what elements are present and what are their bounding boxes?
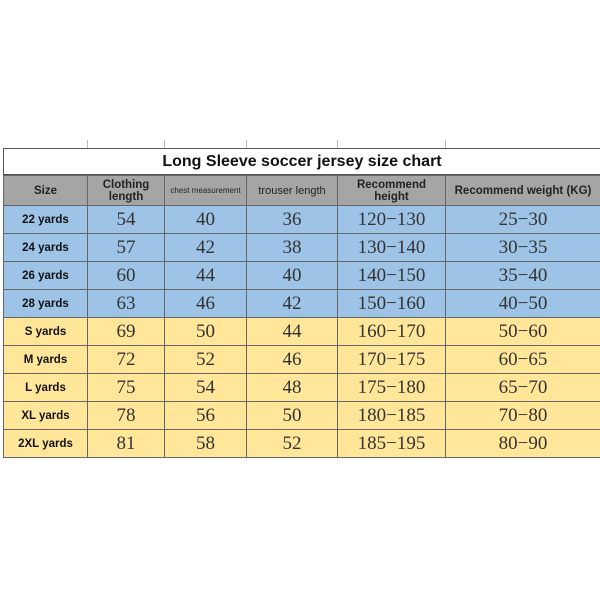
trouser-cell: 42 xyxy=(246,289,338,318)
weight-cell: 35−40 xyxy=(445,261,600,290)
weight-cell: 50−60 xyxy=(445,317,600,346)
weight-cell: 65−70 xyxy=(445,373,600,402)
grid-line xyxy=(445,140,446,148)
clothing-length-cell: 57 xyxy=(87,233,165,262)
grid-line xyxy=(164,140,165,148)
size-chart: Long Sleeve soccer jersey size chart Siz… xyxy=(3,148,600,458)
size-cell: 26 yards xyxy=(3,261,88,290)
table-row: 28 yards 63 46 42 150−160 40−50 xyxy=(3,289,600,318)
weight-cell: 80−90 xyxy=(445,429,600,458)
chest-cell: 58 xyxy=(164,429,247,458)
grid-line xyxy=(246,140,247,148)
clothing-length-cell: 78 xyxy=(87,401,165,430)
header-trouser: trouser length xyxy=(246,175,338,206)
trouser-cell: 38 xyxy=(246,233,338,262)
weight-cell: 40−50 xyxy=(445,289,600,318)
header-row: Size Clothing length chest measurement t… xyxy=(3,175,600,206)
height-cell: 170−175 xyxy=(337,345,446,374)
chest-cell: 42 xyxy=(164,233,247,262)
header-weight: Recommend weight (KG) xyxy=(445,175,600,206)
trouser-cell: 44 xyxy=(246,317,338,346)
trouser-cell: 40 xyxy=(246,261,338,290)
clothing-length-cell: 81 xyxy=(87,429,165,458)
height-cell: 185−195 xyxy=(337,429,446,458)
chest-cell: 40 xyxy=(164,205,247,234)
table-row: 24 yards 57 42 38 130−140 30−35 xyxy=(3,233,600,262)
table-row: 26 yards 60 44 40 140−150 35−40 xyxy=(3,261,600,290)
grid-line xyxy=(337,140,338,148)
table-row: M yards 72 52 46 170−175 60−65 xyxy=(3,345,600,374)
trouser-cell: 48 xyxy=(246,373,338,402)
chest-cell: 56 xyxy=(164,401,247,430)
table-row: XL yards 78 56 50 180−185 70−80 xyxy=(3,401,600,430)
table-row: 22 yards 54 40 36 120−130 25−30 xyxy=(3,205,600,234)
grid-line xyxy=(87,140,88,148)
chest-cell: 46 xyxy=(164,289,247,318)
clothing-length-cell: 72 xyxy=(87,345,165,374)
clothing-length-cell: 60 xyxy=(87,261,165,290)
trouser-cell: 36 xyxy=(246,205,338,234)
size-cell: 24 yards xyxy=(3,233,88,262)
chest-cell: 54 xyxy=(164,373,247,402)
height-cell: 160−170 xyxy=(337,317,446,346)
clothing-length-cell: 75 xyxy=(87,373,165,402)
size-cell: 28 yards xyxy=(3,289,88,318)
table-row: 2XL yards 81 58 52 185−195 80−90 xyxy=(3,429,600,458)
header-chest: chest measurement xyxy=(164,175,247,206)
size-table: Size Clothing length chest measurement t… xyxy=(3,175,600,458)
clothing-length-cell: 54 xyxy=(87,205,165,234)
table-row: L yards 75 54 48 175−180 65−70 xyxy=(3,373,600,402)
trouser-cell: 52 xyxy=(246,429,338,458)
chart-title: Long Sleeve soccer jersey size chart xyxy=(3,148,600,175)
weight-cell: 70−80 xyxy=(445,401,600,430)
clothing-length-cell: 69 xyxy=(87,317,165,346)
weight-cell: 60−65 xyxy=(445,345,600,374)
height-cell: 130−140 xyxy=(337,233,446,262)
size-cell: S yards xyxy=(3,317,88,346)
size-cell: L yards xyxy=(3,373,88,402)
header-clothing-length: Clothing length xyxy=(87,175,165,206)
height-cell: 120−130 xyxy=(337,205,446,234)
header-size: Size xyxy=(3,175,88,206)
size-cell: M yards xyxy=(3,345,88,374)
chest-cell: 52 xyxy=(164,345,247,374)
clothing-length-cell: 63 xyxy=(87,289,165,318)
weight-cell: 30−35 xyxy=(445,233,600,262)
size-cell: 22 yards xyxy=(3,205,88,234)
trouser-cell: 46 xyxy=(246,345,338,374)
height-cell: 140−150 xyxy=(337,261,446,290)
chest-cell: 50 xyxy=(164,317,247,346)
height-cell: 175−180 xyxy=(337,373,446,402)
height-cell: 180−185 xyxy=(337,401,446,430)
trouser-cell: 50 xyxy=(246,401,338,430)
table-row: S yards 69 50 44 160−170 50−60 xyxy=(3,317,600,346)
header-height: Recommend height xyxy=(337,175,446,206)
height-cell: 150−160 xyxy=(337,289,446,318)
weight-cell: 25−30 xyxy=(445,205,600,234)
size-cell: 2XL yards xyxy=(3,429,88,458)
size-cell: XL yards xyxy=(3,401,88,430)
chest-cell: 44 xyxy=(164,261,247,290)
